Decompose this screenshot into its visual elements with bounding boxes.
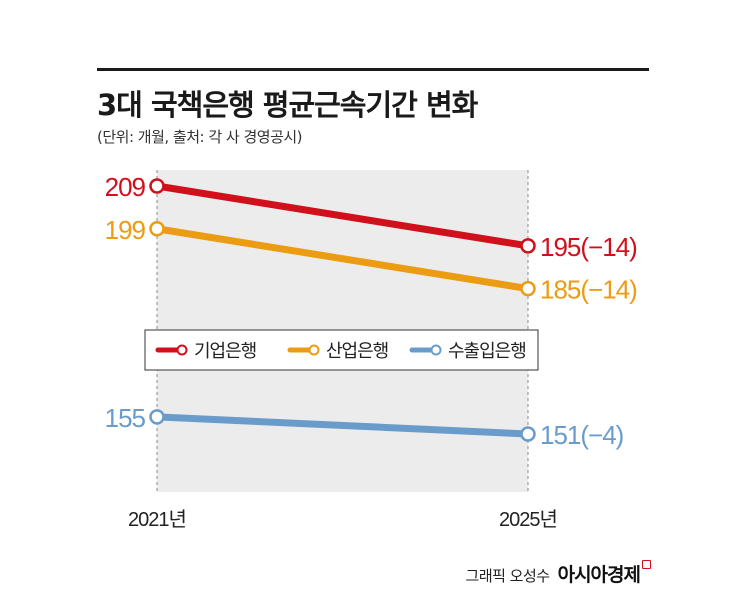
data-point [520, 280, 536, 297]
data-point [149, 221, 165, 237]
legend-label: 기업은행 [194, 341, 256, 362]
data-point [149, 178, 165, 194]
legend-marker [176, 344, 188, 356]
data-label: 155 [105, 403, 146, 433]
chart-title: 3대 국책은행 평균근속기간 변화 [97, 88, 478, 122]
data-label: 209 [105, 172, 146, 202]
legend-marker [308, 344, 320, 356]
x-tick-label: 2025년 [499, 508, 557, 531]
brand-logo: 아시아경제 [558, 560, 651, 587]
footer: 그래픽 오성수 아시아경제 [466, 560, 651, 587]
series-line [153, 225, 532, 293]
series-line [153, 182, 532, 250]
data-label: 199 [105, 215, 146, 245]
legend-marker [430, 344, 442, 356]
data-label: 185(−14) [540, 275, 637, 305]
chart-subtitle: (단위: 개월, 출처: 각 사 경영공시) [97, 128, 303, 146]
data-point [520, 426, 536, 442]
series-line [153, 413, 532, 438]
data-label: 195(−14) [540, 232, 637, 262]
brand-name: 아시아경제 [557, 564, 641, 586]
legend-label: 수출입은행 [448, 341, 526, 362]
legend-label: 산업은행 [326, 341, 388, 362]
graphic-credit: 그래픽 오성수 [465, 567, 551, 585]
data-point [149, 409, 165, 425]
data-label: 151(−4) [540, 420, 624, 450]
x-tick-label: 2021년 [128, 508, 186, 531]
data-point [520, 238, 536, 254]
title-rule [97, 68, 649, 71]
legend-box [144, 329, 539, 371]
brand-mark-icon [642, 560, 651, 569]
